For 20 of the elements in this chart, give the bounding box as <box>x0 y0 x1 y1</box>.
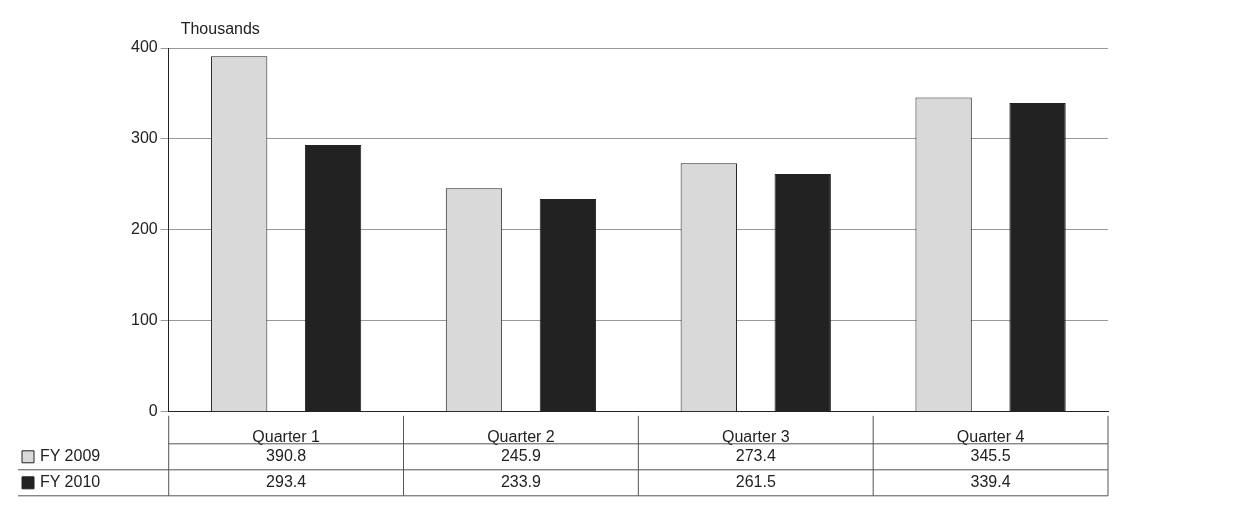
data-label: 273.4 <box>735 447 776 465</box>
data-label: 245.9 <box>500 447 542 465</box>
x-tick-label: Quarter 2 <box>487 427 555 445</box>
x-tick-label: Quarter 4 <box>956 427 1025 445</box>
y-tick-label: 200 <box>130 220 158 238</box>
legend-label: FY 2009 <box>40 447 101 465</box>
y-tick-label: 400 <box>130 38 158 56</box>
y-tick-label: 100 <box>130 311 158 329</box>
data-label: 339.4 <box>970 473 1011 491</box>
data-label: 293.4 <box>266 473 307 491</box>
data-label: 390.8 <box>266 447 307 465</box>
y-tick-label: 0 <box>148 402 158 420</box>
data-label: 233.9 <box>500 473 542 491</box>
y-axis-title: Thousands <box>180 20 260 38</box>
y-tick-label: 300 <box>130 129 158 147</box>
data-label: 261.5 <box>735 473 776 491</box>
legend-label: FY 2010 <box>40 473 101 491</box>
data-label: 345.5 <box>970 447 1011 465</box>
x-tick-label: Quarter 1 <box>252 427 320 445</box>
x-tick-label: Quarter 3 <box>721 427 790 445</box>
